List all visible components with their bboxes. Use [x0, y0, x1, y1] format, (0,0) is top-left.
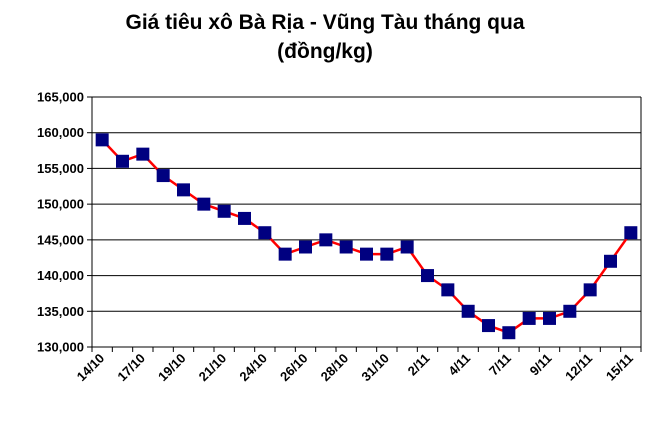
data-point-marker [156, 169, 170, 183]
x-tick-label: 26/10 [277, 351, 311, 385]
data-point-marker [136, 147, 150, 161]
data-point-marker [400, 240, 414, 254]
data-point-marker [421, 269, 434, 283]
y-tick-label: 130,000 [37, 340, 84, 355]
x-tick-labels: 14/10 17/10 19/10 21/10 24/10 26/10 28/10 31/10… [74, 351, 636, 385]
x-tick-label: 9/11 [527, 351, 555, 379]
x-tick-label: 2/11 [405, 351, 433, 379]
x-tick-label: 28/10 [318, 351, 352, 385]
chart-title: Giá tiêu xô Bà Rịa - Vũng Tàu tháng qua … [0, 8, 650, 66]
y-tick-label: 155,000 [37, 161, 84, 176]
data-point-marker [604, 254, 617, 268]
y-tick-label: 145,000 [37, 232, 84, 247]
series-markers [95, 133, 638, 340]
x-tick-label: 21/10 [196, 351, 230, 385]
x-tick-label: 14/10 [74, 351, 108, 385]
data-point-marker [278, 247, 292, 261]
x-tick-label: 12/11 [562, 351, 595, 384]
data-point-marker [482, 319, 495, 333]
x-tick-label: 19/10 [155, 351, 189, 385]
x-tick-label: 7/11 [486, 351, 514, 379]
y-tick-labels: 130,000 135,000 140,000 145,000 150,000 155,0… [37, 90, 84, 355]
x-tick-label: 15/11 [603, 351, 636, 384]
gridlines [92, 96, 641, 312]
x-tick-label: 17/10 [114, 351, 148, 385]
data-point-marker [95, 133, 109, 147]
chart-title-line: Giá tiêu xô Bà Rịa - Vũng Tàu tháng qua [125, 11, 525, 34]
y-tick-label: 160,000 [37, 125, 84, 140]
data-point-marker [624, 226, 638, 240]
y-tick-label: 165,000 [37, 90, 84, 105]
y-tick-label: 150,000 [37, 197, 84, 212]
data-point-marker [380, 247, 394, 261]
data-point-marker [258, 226, 272, 240]
chart-subtitle-line: (đồng/kg) [277, 40, 373, 63]
data-point-marker [299, 240, 312, 254]
x-tick-label: 31/10 [358, 351, 392, 385]
data-point-marker [360, 247, 373, 261]
data-point-marker [319, 233, 333, 247]
data-point-marker [522, 311, 536, 325]
x-tick-label: 24/10 [236, 351, 270, 385]
data-point-marker [197, 197, 211, 211]
y-tick-label: 140,000 [37, 268, 84, 283]
axes [87, 96, 642, 352]
data-point-marker [177, 183, 190, 197]
data-point-marker [441, 283, 455, 297]
x-tick-label: 4/11 [445, 351, 473, 379]
data-point-marker [339, 240, 353, 254]
data-point-marker [583, 283, 597, 297]
data-point-marker [238, 211, 251, 225]
data-point-marker [217, 204, 231, 218]
data-point-marker [461, 304, 475, 318]
data-point-marker [543, 311, 556, 325]
data-point-marker [116, 154, 129, 168]
data-point-marker [502, 326, 516, 340]
y-tick-label: 135,000 [37, 304, 84, 319]
data-point-marker [563, 304, 577, 318]
